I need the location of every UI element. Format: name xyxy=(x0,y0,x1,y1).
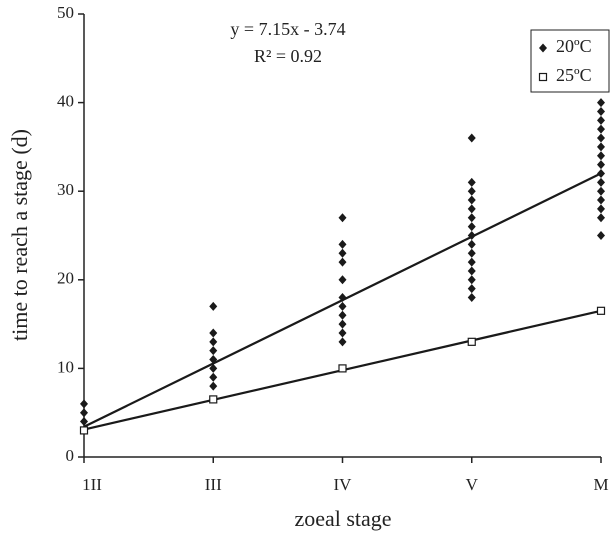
legend-marker xyxy=(539,43,547,53)
y-tick-label: 30 xyxy=(57,180,74,199)
data-point xyxy=(338,213,347,223)
x-tick-label: M xyxy=(593,475,608,494)
data-point xyxy=(597,98,605,108)
data-point xyxy=(597,177,605,187)
x-tick-label: IV xyxy=(334,475,353,494)
equation: y = 7.15x - 3.74 xyxy=(230,19,345,39)
data-point xyxy=(467,133,476,143)
data-point xyxy=(467,186,476,196)
data-point xyxy=(597,168,605,178)
data-point xyxy=(467,231,476,240)
data-point xyxy=(209,372,218,382)
data-point xyxy=(467,239,476,249)
legend-box xyxy=(530,29,610,93)
data-point xyxy=(338,239,347,249)
data-point xyxy=(338,364,347,373)
data-point xyxy=(209,363,218,373)
x-tick-label: V xyxy=(466,475,479,494)
data-point xyxy=(597,231,605,240)
y-tick-label: 10 xyxy=(57,357,74,376)
data-point xyxy=(338,248,347,258)
data-point xyxy=(467,337,476,346)
data-point xyxy=(338,293,347,303)
data-point xyxy=(338,319,347,329)
data-point xyxy=(597,106,605,116)
data-point xyxy=(209,381,218,391)
data-point xyxy=(338,257,347,267)
data-point xyxy=(597,213,605,223)
data-point xyxy=(79,426,89,435)
data-point xyxy=(467,257,476,267)
data-point xyxy=(597,160,605,170)
y-tick-label: 20 xyxy=(57,269,74,288)
x-tick-label: III xyxy=(205,475,222,494)
legend-label: 25ºC xyxy=(556,65,592,85)
data-point xyxy=(597,142,605,152)
data-point xyxy=(80,399,88,409)
y-tick-label: 0 xyxy=(66,446,75,465)
data-point xyxy=(597,151,605,161)
data-point xyxy=(467,213,476,223)
data-point xyxy=(338,310,347,320)
data-point xyxy=(467,177,476,187)
legend-marker xyxy=(538,72,548,82)
data-point xyxy=(467,222,476,232)
data-point xyxy=(467,266,476,276)
data-point xyxy=(338,301,347,311)
legend-label: 20ºC xyxy=(556,36,592,56)
data-point xyxy=(467,204,476,214)
data-point xyxy=(467,248,476,258)
data-point xyxy=(80,417,88,427)
x-axis-title: zoeal stage xyxy=(294,506,391,531)
x-tick-label: 1II xyxy=(82,475,102,494)
data-point xyxy=(597,186,605,196)
data-point xyxy=(467,293,476,303)
data-point xyxy=(209,346,218,356)
data-point xyxy=(338,275,347,285)
data-point xyxy=(209,337,218,347)
data-point xyxy=(209,355,218,365)
data-point xyxy=(467,284,476,294)
data-point xyxy=(597,133,605,143)
data-point xyxy=(597,195,605,205)
data-point xyxy=(209,301,218,311)
y-axis-title: time to reach a stage (d) xyxy=(7,129,32,341)
data-point xyxy=(467,195,476,205)
y-tick-label: 40 xyxy=(57,92,74,111)
data-point xyxy=(596,306,606,315)
data-point xyxy=(209,395,218,404)
data-point xyxy=(597,124,605,134)
data-point xyxy=(467,275,476,285)
data-point xyxy=(338,337,347,347)
data-point xyxy=(597,115,605,125)
data-point xyxy=(209,328,218,338)
data-point xyxy=(338,328,347,338)
r-squared: R² = 0.92 xyxy=(254,46,322,66)
y-tick-label: 50 xyxy=(57,3,74,22)
data-point xyxy=(597,204,605,214)
data-point xyxy=(80,408,88,418)
